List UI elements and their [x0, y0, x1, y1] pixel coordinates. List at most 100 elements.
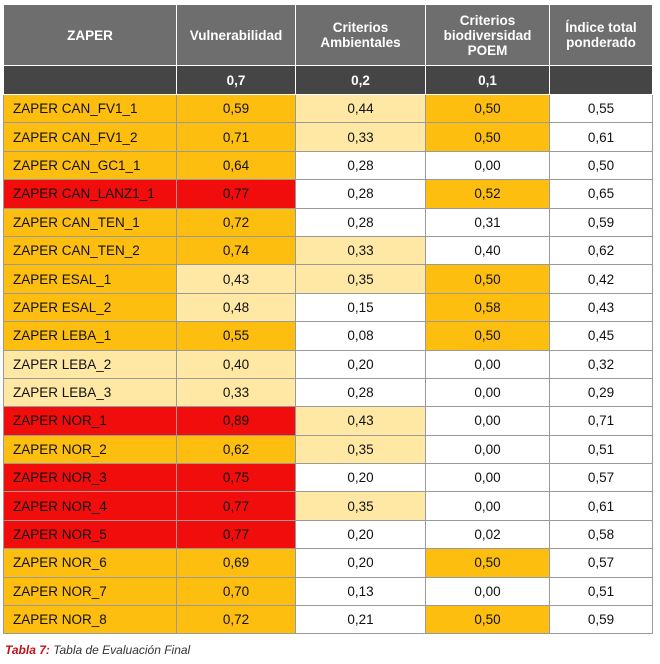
vulnerabilidad-cell: 0,62: [176, 434, 296, 465]
ambientales-cell: 0,20: [295, 519, 426, 550]
vulnerabilidad-cell: 0,55: [176, 321, 296, 351]
zaper-name-cell: ZAPER ESAL_2: [3, 292, 177, 323]
table-row: ZAPER ESAL_1 0,43 0,35 0,50 0,42: [3, 264, 653, 294]
table-row: ZAPER NOR_5 0,77 0,20 0,02 0,58: [3, 519, 653, 550]
ambientales-cell: 0,43: [295, 406, 426, 436]
zaper-name-cell: ZAPER CAN_LANZ1_1: [3, 179, 177, 209]
vulnerabilidad-cell: 0,64: [176, 150, 296, 181]
caption-label: Tabla 7:: [5, 643, 50, 657]
poem-cell: 0,00: [425, 463, 550, 493]
total-cell: 0,61: [549, 122, 653, 152]
vulnerabilidad-cell: 0,71: [176, 122, 296, 152]
header-row: ZAPER Vulnerabilidad Criterios Ambiental…: [3, 4, 653, 66]
vulnerabilidad-cell: 0,48: [176, 292, 296, 323]
zaper-name-cell: ZAPER NOR_8: [3, 605, 177, 635]
zaper-name-cell: ZAPER CAN_GC1_1: [3, 150, 177, 181]
poem-cell: 0,00: [425, 576, 550, 607]
poem-cell: 0,50: [425, 122, 550, 152]
ambientales-cell: 0,08: [295, 321, 426, 351]
ambientales-cell: 0,28: [295, 150, 426, 181]
zaper-name-cell: ZAPER CAN_TEN_1: [3, 207, 177, 237]
zaper-name-cell: ZAPER ESAL_1: [3, 264, 177, 294]
table-row: ZAPER ESAL_2 0,48 0,15 0,58 0,43: [3, 292, 653, 323]
table-row: ZAPER CAN_GC1_1 0,64 0,28 0,00 0,50: [3, 150, 653, 181]
zaper-name-cell: ZAPER NOR_5: [3, 519, 177, 550]
evaluation-table: ZAPER Vulnerabilidad Criterios Ambiental…: [3, 4, 653, 635]
zaper-name-cell: ZAPER NOR_2: [3, 434, 177, 465]
zaper-name-cell: ZAPER NOR_4: [3, 491, 177, 521]
ambientales-cell: 0,28: [295, 377, 426, 408]
total-cell: 0,43: [549, 292, 653, 323]
header-criterios-ambientales: Criterios Ambientales: [295, 4, 426, 66]
vulnerabilidad-cell: 0,89: [176, 406, 296, 436]
zaper-name-cell: ZAPER LEBA_2: [3, 349, 177, 379]
ambientales-cell: 0,13: [295, 576, 426, 607]
poem-cell: 0,50: [425, 93, 550, 124]
weight-cell: 0,1: [425, 65, 550, 95]
ambientales-cell: 0,33: [295, 235, 426, 266]
vulnerabilidad-cell: 0,74: [176, 235, 296, 266]
table-row: ZAPER NOR_6 0,69 0,20 0,50 0,57: [3, 548, 653, 578]
ambientales-cell: 0,21: [295, 605, 426, 635]
total-cell: 0,61: [549, 491, 653, 521]
header-indice-total: Índice total ponderado: [549, 4, 653, 66]
poem-cell: 0,52: [425, 179, 550, 209]
ambientales-cell: 0,35: [295, 434, 426, 465]
weight-cell: [549, 65, 653, 95]
ambientales-cell: 0,20: [295, 463, 426, 493]
total-cell: 0,57: [549, 548, 653, 578]
total-cell: 0,45: [549, 321, 653, 351]
total-cell: 0,62: [549, 235, 653, 266]
zaper-name-cell: ZAPER NOR_7: [3, 576, 177, 607]
poem-cell: 0,58: [425, 292, 550, 323]
poem-cell: 0,00: [425, 150, 550, 181]
table-row: ZAPER CAN_FV1_1 0,59 0,44 0,50 0,55: [3, 93, 653, 124]
table-row: ZAPER NOR_8 0,72 0,21 0,50 0,59: [3, 605, 653, 635]
total-cell: 0,55: [549, 93, 653, 124]
zaper-name-cell: ZAPER CAN_FV1_1: [3, 93, 177, 124]
vulnerabilidad-cell: 0,72: [176, 605, 296, 635]
table-row: ZAPER NOR_3 0,75 0,20 0,00 0,57: [3, 463, 653, 493]
ambientales-cell: 0,20: [295, 349, 426, 379]
poem-cell: 0,00: [425, 491, 550, 521]
table-row: ZAPER NOR_1 0,89 0,43 0,00 0,71: [3, 406, 653, 436]
total-cell: 0,71: [549, 406, 653, 436]
poem-cell: 0,50: [425, 264, 550, 294]
ambientales-cell: 0,35: [295, 491, 426, 521]
vulnerabilidad-cell: 0,69: [176, 548, 296, 578]
poem-cell: 0,50: [425, 321, 550, 351]
zaper-name-cell: ZAPER CAN_TEN_2: [3, 235, 177, 266]
total-cell: 0,32: [549, 349, 653, 379]
ambientales-cell: 0,44: [295, 93, 426, 124]
header-vulnerabilidad: Vulnerabilidad: [176, 4, 296, 66]
caption-text: Tabla de Evaluación Final: [49, 643, 191, 657]
table-caption: Tabla 7: Tabla de Evaluación Final: [5, 643, 190, 657]
weights-row: 0,7 0,2 0,1: [3, 65, 653, 95]
table-row: ZAPER CAN_TEN_2 0,74 0,33 0,40 0,62: [3, 235, 653, 266]
poem-cell: 0,00: [425, 377, 550, 408]
zaper-name-cell: ZAPER LEBA_3: [3, 377, 177, 408]
weight-cell: 0,7: [176, 65, 296, 95]
zaper-name-cell: ZAPER NOR_1: [3, 406, 177, 436]
poem-cell: 0,00: [425, 349, 550, 379]
ambientales-cell: 0,28: [295, 207, 426, 237]
vulnerabilidad-cell: 0,70: [176, 576, 296, 607]
vulnerabilidad-cell: 0,33: [176, 377, 296, 408]
zaper-name-cell: ZAPER LEBA_1: [3, 321, 177, 351]
poem-cell: 0,50: [425, 548, 550, 578]
ambientales-cell: 0,33: [295, 122, 426, 152]
ambientales-cell: 0,28: [295, 179, 426, 209]
ambientales-cell: 0,35: [295, 264, 426, 294]
total-cell: 0,50: [549, 150, 653, 181]
table-row: ZAPER CAN_FV1_2 0,71 0,33 0,50 0,61: [3, 122, 653, 152]
total-cell: 0,65: [549, 179, 653, 209]
header-zaper: ZAPER: [3, 4, 177, 66]
table-row: ZAPER CAN_LANZ1_1 0,77 0,28 0,52 0,65: [3, 179, 653, 209]
table-row: ZAPER LEBA_2 0,40 0,20 0,00 0,32: [3, 349, 653, 379]
weight-cell: [3, 65, 177, 95]
zaper-name-cell: ZAPER NOR_3: [3, 463, 177, 493]
table-row: ZAPER NOR_7 0,70 0,13 0,00 0,51: [3, 576, 653, 607]
table-row: ZAPER CAN_TEN_1 0,72 0,28 0,31 0,59: [3, 207, 653, 237]
vulnerabilidad-cell: 0,43: [176, 264, 296, 294]
vulnerabilidad-cell: 0,72: [176, 207, 296, 237]
